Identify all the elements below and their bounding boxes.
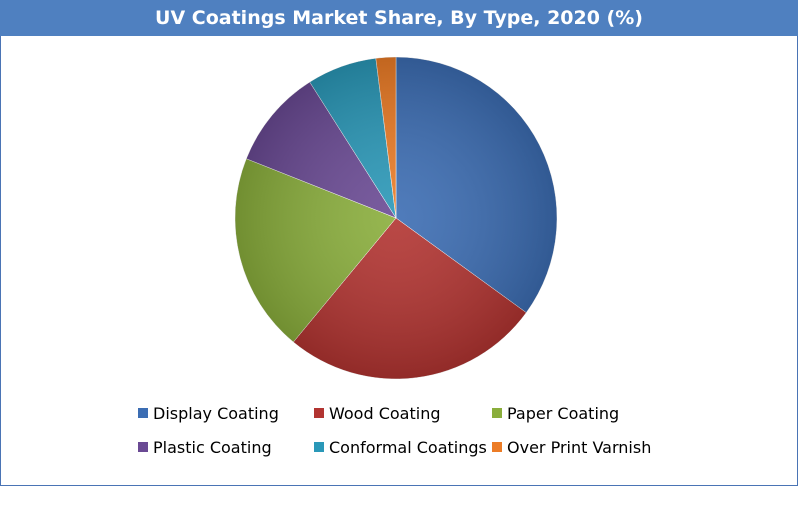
- pie-slices: [234, 56, 558, 380]
- legend-swatch: [314, 442, 324, 452]
- chart-title: UV Coatings Market Share, By Type, 2020 …: [0, 0, 798, 36]
- legend-label: Plastic Coating: [153, 438, 272, 457]
- legend-item: Over Print Varnish: [492, 438, 651, 457]
- legend-item: Conformal Coatings: [314, 438, 487, 457]
- legend-item: Paper Coating: [492, 404, 619, 423]
- legend-item: Plastic Coating: [138, 438, 272, 457]
- legend: Display Coating Wood Coating Paper Coating…: [138, 404, 651, 457]
- legend-swatch: [314, 408, 324, 418]
- legend-item: Display Coating: [138, 404, 279, 423]
- legend-swatch: [492, 442, 502, 452]
- legend-label: Wood Coating: [329, 404, 440, 423]
- legend-swatch: [492, 408, 502, 418]
- legend-label: Conformal Coatings: [329, 438, 487, 457]
- legend-label: Paper Coating: [507, 404, 619, 423]
- legend-label: Over Print Varnish: [507, 438, 651, 457]
- legend-swatch: [138, 442, 148, 452]
- legend-item: Wood Coating: [314, 404, 440, 423]
- legend-swatch: [138, 408, 148, 418]
- legend-label: Display Coating: [153, 404, 279, 423]
